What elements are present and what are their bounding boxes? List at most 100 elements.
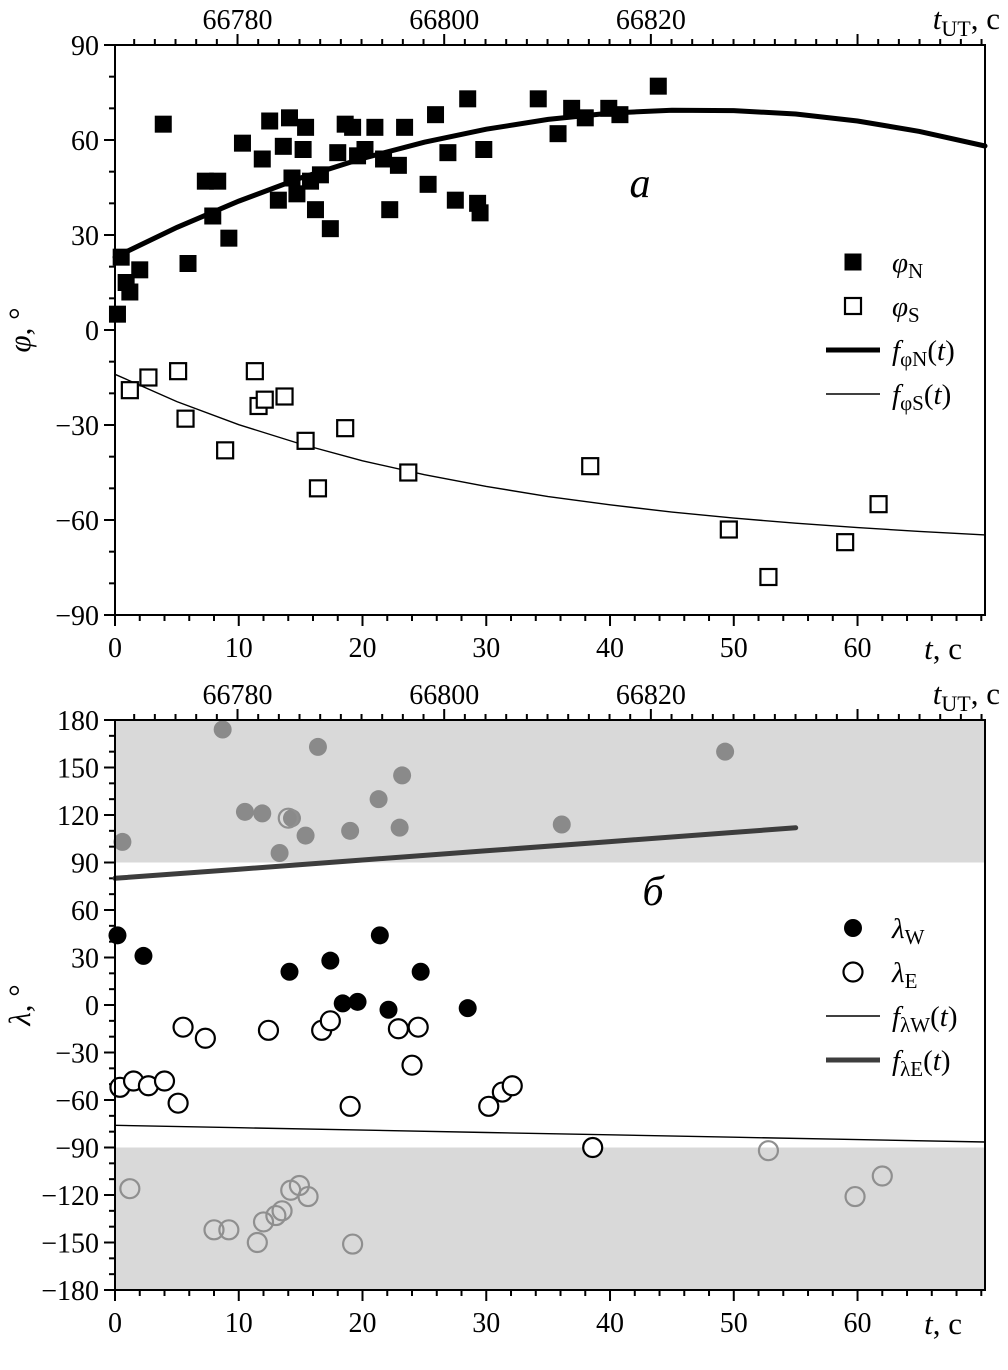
series-lambda_W (108, 720, 735, 1019)
y-tick-label: 60 (71, 896, 99, 927)
data-point (297, 118, 315, 136)
x-tick-label: 20 (349, 633, 377, 664)
data-point (419, 175, 437, 193)
data-point (411, 962, 430, 981)
y-tick-label: −150 (41, 1229, 99, 1260)
y-tick-label: 30 (71, 221, 99, 252)
data-point (471, 204, 489, 222)
y-tick-label: 90 (71, 849, 99, 880)
data-point (280, 109, 298, 127)
data-point (529, 90, 547, 108)
data-point (277, 807, 299, 829)
data-point (401, 1054, 423, 1076)
curve-f_phiS (114, 373, 986, 536)
data-point (257, 1019, 280, 1041)
data-point (329, 144, 347, 162)
data-point (112, 248, 130, 266)
data-point (294, 141, 312, 158)
y-axis-label: φ, ° (2, 307, 37, 352)
data-point (439, 144, 457, 162)
data-point (233, 134, 251, 152)
data-point (134, 946, 153, 965)
data-point (836, 533, 855, 552)
data-point (120, 381, 139, 400)
top-tick-label: 66820 (616, 5, 686, 36)
data-point (478, 1095, 500, 1117)
data-point (261, 112, 279, 130)
x-tick-label: 40 (596, 1308, 624, 1339)
data-point (342, 1233, 364, 1255)
data-point (280, 962, 299, 981)
data-point (246, 1231, 268, 1254)
legend-label: φN (892, 247, 923, 283)
legend-label: fλW(t) (892, 1001, 957, 1037)
data-point (475, 141, 493, 158)
data-point (399, 463, 418, 482)
data-point (255, 390, 274, 409)
y-tick-label: −30 (55, 411, 99, 442)
y-tick-label: 30 (71, 944, 99, 975)
data-point (218, 1219, 240, 1241)
data-point (283, 169, 301, 187)
top-axis-label: tUT, c (933, 685, 1000, 716)
data-point (869, 495, 888, 514)
data-point (458, 999, 477, 1018)
data-point (179, 255, 197, 272)
data-point (871, 1165, 893, 1187)
top-tick-label: 66780 (203, 5, 273, 36)
y-tick-label: 90 (71, 31, 99, 62)
curve-f_phiN (112, 107, 988, 260)
data-point (369, 790, 388, 809)
x-tick-label: 50 (720, 633, 748, 664)
data-point (843, 296, 863, 316)
data-point (213, 720, 232, 739)
data-point (269, 191, 287, 209)
plot-border (114, 719, 986, 1291)
top-tick-label: 66800 (409, 5, 479, 36)
data-point (108, 305, 126, 323)
y-tick-label: −30 (55, 1039, 99, 1070)
shaded-band (115, 1147, 985, 1290)
data-point (252, 1211, 275, 1233)
y-tick-label: −90 (55, 601, 99, 632)
top-tick-label: 66820 (616, 685, 686, 711)
data-point (297, 1185, 319, 1208)
top-tick-label: 66800 (409, 685, 479, 711)
data-point (339, 1095, 361, 1117)
x-tick-label: 20 (349, 1308, 377, 1339)
data-point (296, 431, 315, 450)
data-point (379, 1000, 398, 1019)
data-point (719, 520, 738, 539)
legend-label: fφN(t) (892, 335, 955, 371)
y-tick-label: −60 (55, 506, 99, 537)
data-point (381, 201, 399, 219)
x-axis-label: t, c (924, 1306, 962, 1341)
data-point (611, 106, 629, 124)
panel-letter: а (630, 161, 651, 207)
data-point (716, 742, 735, 761)
data-point (336, 419, 355, 438)
legend-label: fλE(t) (892, 1045, 950, 1081)
data-point (154, 115, 172, 133)
data-point (275, 387, 294, 406)
legend-label: φS (892, 291, 920, 327)
data-point (321, 951, 340, 970)
x-tick-label: 0 (108, 633, 122, 664)
x-tick-label: 30 (472, 1308, 500, 1339)
legend: φN φS fφN(t) fφS(t) (826, 247, 955, 415)
data-point (581, 457, 600, 476)
data-point (167, 1092, 189, 1114)
x-tick-label: 10 (225, 633, 253, 664)
data-point (176, 409, 195, 428)
legend: λW λE fλW(t) fλE(t) (826, 913, 957, 1081)
data-point (370, 926, 389, 945)
curve-f_lambdaE (112, 825, 799, 881)
data-point (393, 766, 412, 785)
series-phi_S (120, 362, 888, 587)
data-point (270, 844, 289, 862)
data-point (253, 804, 272, 823)
data-point (390, 818, 409, 837)
data-point (446, 191, 464, 209)
y-tick-label: 150 (57, 754, 99, 785)
data-point (308, 479, 328, 498)
